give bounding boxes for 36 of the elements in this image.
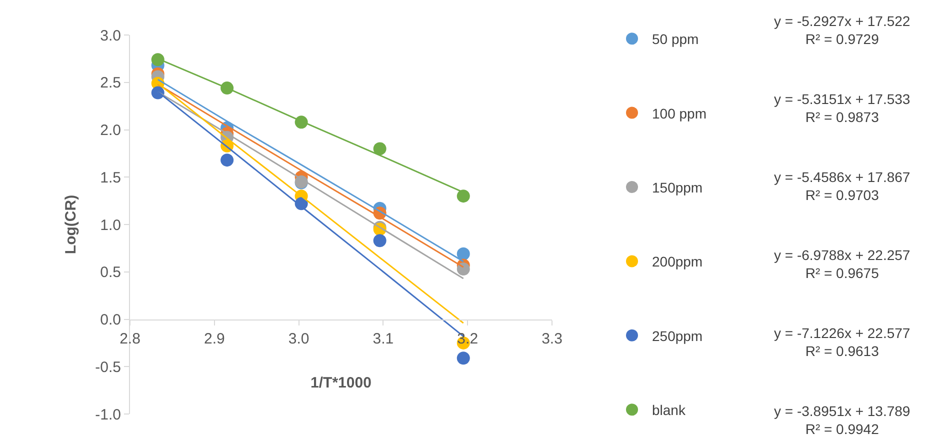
y-tick-label: 3.0 [100, 27, 121, 44]
text: y = -6.9788x + 22.257 R² = 0.9675 [774, 247, 910, 282]
legend-label: 150ppm [652, 179, 703, 196]
y-tick-label: 1.0 [100, 216, 121, 234]
y-tick-label: 0.0 [100, 312, 121, 328]
y-tick-label: 0.5 [100, 264, 121, 282]
y-axis-title: Log(CR) [62, 194, 80, 254]
y-tick-label: -1.0 [95, 406, 121, 424]
x-tick-label: 3.1 [372, 330, 394, 348]
y-tick-label: 2.5 [100, 74, 121, 92]
point [151, 53, 164, 66]
legend-label: 200ppm [652, 254, 703, 270]
x-tick-label: 2.8 [120, 330, 140, 348]
point [373, 234, 386, 248]
point [456, 190, 470, 203]
text: y = -5.2927x + 17.522 R² = 0.9729 [774, 13, 910, 48]
text: y = -5.4586x + 17.867 R² = 0.9703 [774, 169, 910, 204]
y-tick-label: -0.5 [95, 358, 121, 376]
text: y = -3.8951x + 13.789 R² = 0.9942 [774, 403, 910, 438]
point [456, 262, 470, 276]
y-tick-label: 1.5 [100, 169, 121, 186]
point [456, 247, 470, 260]
point [456, 352, 470, 365]
legend-label: 250ppm [652, 328, 703, 344]
point [373, 142, 386, 156]
text: y = -5.3151x + 17.533 R² = 0.9873 [774, 91, 910, 126]
text: y = -7.1226x + 22.577 R² = 0.9613 [774, 325, 910, 360]
legend-label: 100 ppm [652, 105, 706, 122]
x-tick-label: 3.3 [542, 330, 562, 348]
x-tick-label: 2.9 [204, 330, 225, 348]
y-tick-label: 2.0 [100, 122, 121, 139]
x-axis-title: 1/T*1000 [310, 374, 372, 392]
legend-label: blank [652, 402, 686, 418]
point [220, 154, 234, 167]
legend-label: 50 ppm [652, 31, 699, 48]
x-tick-label: 3.0 [288, 330, 310, 348]
